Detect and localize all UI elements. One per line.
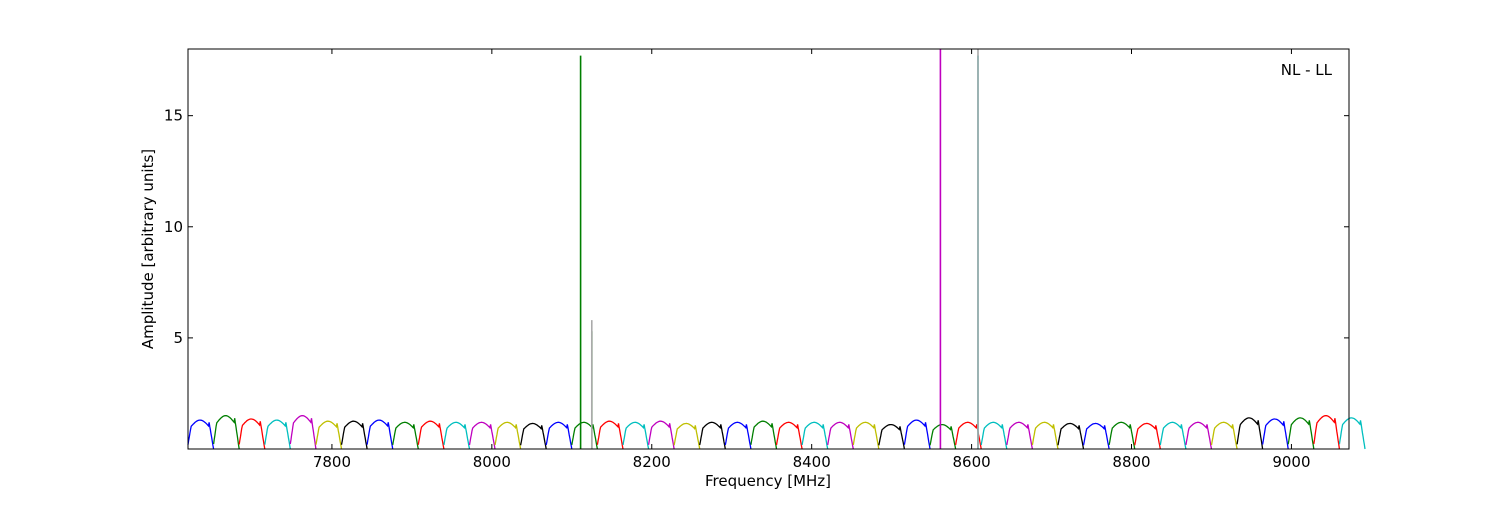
channel-line: [1108, 421, 1136, 450]
x-tick-label: 9000: [1272, 453, 1310, 471]
channel-line: [724, 421, 752, 450]
channel-line: [443, 421, 471, 450]
channel-line: [1236, 417, 1264, 450]
channel-line: [571, 421, 599, 450]
x-tick-label: 8400: [793, 453, 831, 471]
channel-line: [1210, 421, 1238, 450]
channel-line: [673, 422, 701, 450]
channel-line: [1134, 422, 1161, 450]
channel-line: [1159, 421, 1187, 450]
y-tick-label: 15: [164, 107, 183, 125]
channel-line: [366, 419, 394, 450]
channel-line: [1006, 421, 1034, 450]
annotation-label: NL - LL: [1281, 61, 1333, 79]
y-axis-label: Amplitude [arbitrary units]: [139, 149, 157, 349]
channel-line: [622, 421, 650, 450]
channel-line: [519, 422, 547, 450]
y-tick-label: 5: [173, 329, 183, 347]
channel-line: [187, 419, 215, 450]
channel-line: [775, 421, 803, 450]
channel-line: [264, 419, 291, 450]
channel-line: [1338, 417, 1366, 450]
channel-line: [929, 423, 957, 450]
x-axis-label: Frequency [MHz]: [705, 472, 831, 490]
channel-line: [980, 421, 1008, 450]
plot-frame: [187, 48, 1350, 450]
channel-line: [801, 421, 829, 450]
channel-line: [1313, 415, 1341, 450]
channel-line: [750, 420, 778, 450]
channel-line: [1185, 421, 1213, 450]
channel-line: [596, 420, 624, 450]
channel-line: [1057, 422, 1085, 450]
channel-line: [699, 421, 726, 450]
x-tick-label: 8200: [633, 453, 671, 471]
channel-line: [340, 420, 368, 450]
channel-line: [827, 421, 854, 450]
channel-line: [1287, 417, 1315, 450]
tick-layer: 7800 8000 8200 8400 8600 8800 9000 5 10 15: [164, 49, 1349, 471]
channel-line: [852, 421, 880, 450]
channel-line: [647, 420, 675, 450]
channel-line: [878, 423, 906, 450]
channel-line: [392, 421, 419, 450]
channel-line: [212, 415, 240, 450]
channel-line: [1031, 421, 1059, 450]
x-tick-label: 7800: [313, 453, 351, 471]
x-tick-label: 8600: [953, 453, 991, 471]
channel-line: [954, 421, 982, 450]
channel-line: [417, 420, 445, 450]
channel-line: [1261, 418, 1289, 450]
channel-line: [238, 418, 266, 450]
channel-line: [315, 420, 343, 450]
channel-line: [494, 421, 522, 450]
y-tick-label: 10: [164, 218, 183, 236]
channel-line: [468, 421, 496, 450]
x-tick-label: 8800: [1112, 453, 1150, 471]
x-tick-label: 8000: [473, 453, 511, 471]
channel-line: [545, 421, 573, 450]
data-layer: [187, 49, 1366, 450]
plot-background: [188, 49, 1349, 449]
channel-line: [1082, 422, 1110, 450]
channel-line: [903, 419, 931, 450]
channel-line: [289, 415, 317, 450]
